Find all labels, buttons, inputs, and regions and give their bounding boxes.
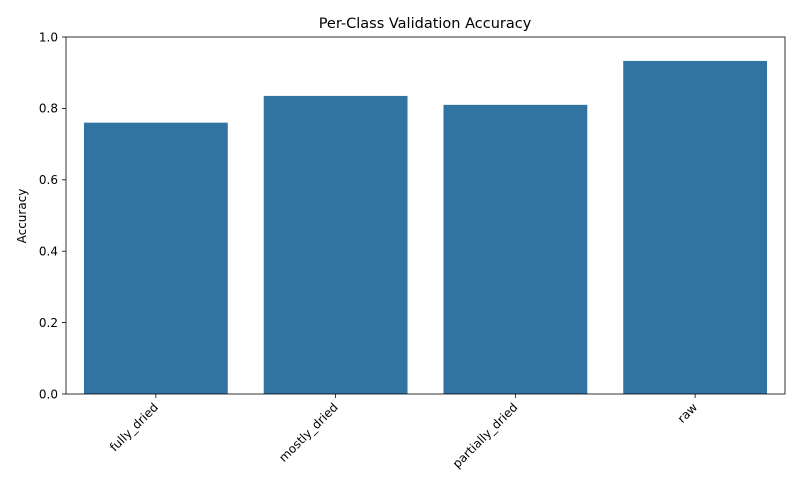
y-axis-title: Accuracy — [15, 189, 29, 244]
x-tick-label-raw: raw — [675, 400, 701, 426]
bars-group — [83, 60, 768, 395]
bar-raw — [623, 60, 768, 395]
plot-spines — [65, 36, 786, 395]
y-tick-label: 1.0 — [39, 30, 58, 44]
x-tick-label-partially-dried: partially_dried — [450, 400, 521, 471]
y-tick-label: 0.4 — [39, 245, 58, 259]
plot-frame — [65, 36, 786, 395]
y-tick-label: 0.6 — [39, 173, 58, 187]
y-tick-label: 0.2 — [39, 316, 58, 330]
x-axis-ticks: fully_dried mostly_dried partially_dried ra… — [107, 394, 700, 471]
bar-partially-dried — [443, 104, 588, 394]
x-tick-label-fully-dried: fully_dried — [107, 400, 161, 454]
y-axis-ticks: 0.0 0.2 0.4 0.6 0.8 1.0 — [39, 30, 66, 401]
y-tick-label: 0.8 — [39, 102, 58, 116]
x-tick-label-mostly-dried: mostly_dried — [276, 400, 341, 465]
chart-title: Per-Class Validation Accuracy — [319, 16, 532, 32]
y-tick-label: 0.0 — [39, 387, 58, 401]
bar-mostly-dried — [263, 95, 408, 394]
bar-fully-dried — [83, 122, 228, 395]
